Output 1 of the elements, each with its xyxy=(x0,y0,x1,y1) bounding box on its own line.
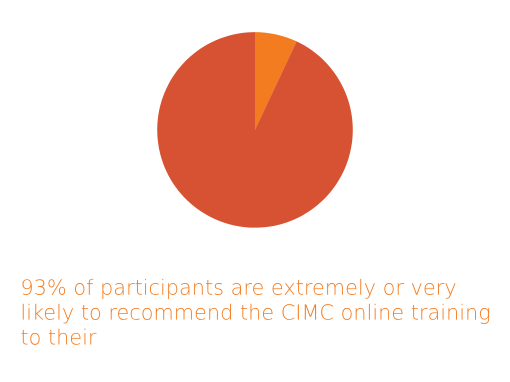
text: 93% of participants are extremely or very likely to recommend the CIMC online training to their xyxy=(21,278,490,345)
